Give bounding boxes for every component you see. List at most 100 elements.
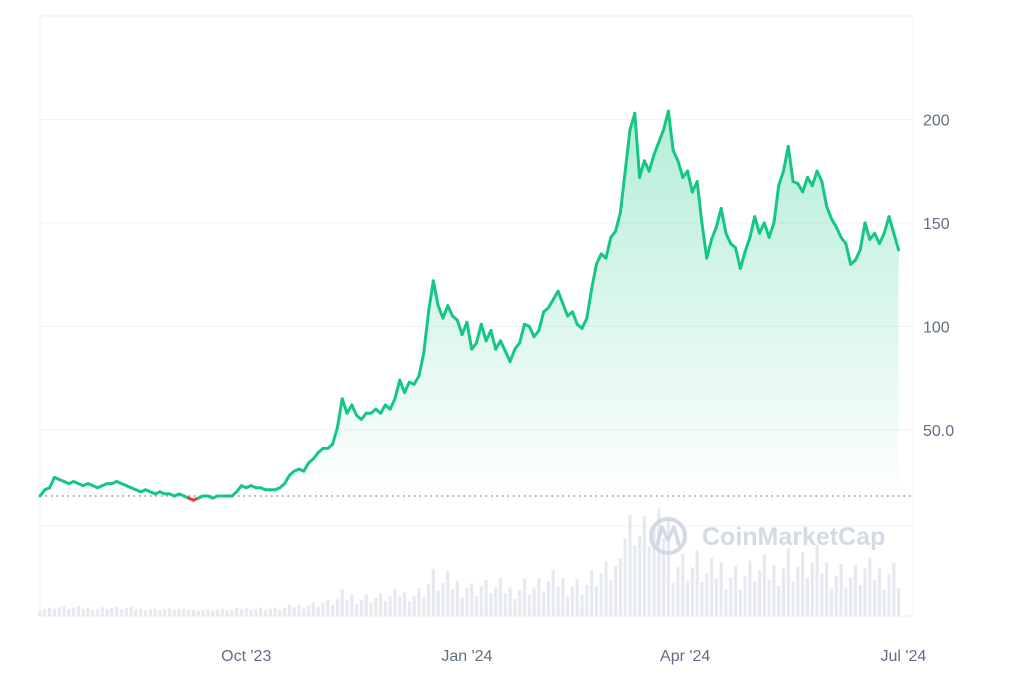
volume-bar bbox=[709, 557, 714, 616]
volume-bar bbox=[335, 599, 339, 616]
volume-bar bbox=[316, 606, 320, 616]
volume-bar bbox=[489, 593, 493, 616]
price-line-segment bbox=[455, 318, 464, 337]
volume-bar bbox=[369, 602, 373, 616]
volume-bar bbox=[681, 553, 685, 616]
price-line-segment bbox=[657, 128, 666, 144]
volume-bar bbox=[474, 596, 479, 616]
volume-bar bbox=[388, 596, 392, 616]
price-line-segment bbox=[676, 159, 685, 179]
volume-bar bbox=[345, 600, 349, 616]
price-line-segment bbox=[302, 461, 311, 473]
volume-bar bbox=[196, 610, 200, 616]
volume-bar bbox=[767, 580, 771, 616]
volume-bar bbox=[302, 608, 306, 616]
volume-bar bbox=[426, 584, 431, 616]
volume-bar bbox=[292, 607, 296, 616]
price-line-segment bbox=[422, 310, 431, 355]
price-line-segment bbox=[834, 225, 843, 239]
price-line-segment bbox=[844, 242, 853, 266]
volume-bar bbox=[695, 550, 699, 616]
volume-bar bbox=[671, 583, 675, 616]
price-line-segment bbox=[700, 221, 709, 260]
volume-bar bbox=[858, 584, 862, 616]
volume-bar bbox=[882, 589, 886, 616]
volume-bar bbox=[402, 592, 407, 616]
volume-bar bbox=[191, 609, 196, 616]
price-line-segment bbox=[556, 289, 565, 306]
volume-bar bbox=[455, 580, 459, 616]
volume-bar bbox=[364, 594, 368, 616]
volume-bar bbox=[201, 609, 205, 616]
volume-bar bbox=[834, 575, 838, 616]
volume-bar bbox=[542, 591, 546, 616]
volume-bar bbox=[225, 610, 229, 616]
price-line-segment bbox=[537, 310, 546, 332]
volume-bars bbox=[38, 508, 901, 616]
price-line-segment bbox=[638, 159, 646, 179]
volume-bar bbox=[187, 610, 191, 616]
price-line-segment bbox=[853, 248, 862, 262]
volume-bar bbox=[268, 608, 272, 616]
price-line-segment bbox=[882, 215, 891, 235]
volume-bar bbox=[115, 606, 119, 616]
volume-bar bbox=[119, 609, 124, 616]
price-line-segment bbox=[762, 221, 771, 239]
volume-bar bbox=[609, 580, 613, 616]
volume-bar bbox=[244, 607, 248, 616]
volume-bar bbox=[566, 596, 570, 616]
volume-bar bbox=[522, 579, 527, 616]
volume-bar bbox=[484, 579, 488, 616]
volume-bar bbox=[148, 609, 152, 616]
volume-bar bbox=[777, 585, 781, 616]
price-line-segment bbox=[446, 304, 455, 318]
volume-bar bbox=[887, 574, 891, 616]
volume-bar bbox=[738, 589, 742, 616]
volume-bar bbox=[340, 589, 344, 616]
volume-bar bbox=[786, 548, 790, 616]
volume-bar bbox=[594, 586, 599, 616]
price-line-segment bbox=[570, 310, 579, 326]
price-line-segment bbox=[863, 221, 872, 241]
price-line-segment bbox=[671, 148, 680, 163]
price-line-segment bbox=[393, 378, 402, 401]
x-tick-label: Jul '24 bbox=[881, 648, 927, 665]
x-tick-label: Oct '23 bbox=[221, 648, 271, 665]
price-line-segment bbox=[546, 297, 555, 310]
volume-bar bbox=[724, 589, 728, 616]
volume-bar bbox=[67, 609, 71, 616]
volume-bar bbox=[585, 584, 589, 616]
volume-bar bbox=[158, 610, 162, 616]
volume-bar bbox=[412, 595, 416, 616]
volume-bar bbox=[801, 552, 805, 616]
volume-bar bbox=[508, 587, 512, 616]
price-line-segment bbox=[887, 215, 896, 235]
watermark: CoinMarketCap bbox=[649, 517, 885, 555]
volume-bar bbox=[378, 593, 383, 616]
volume-bar bbox=[561, 577, 565, 616]
price-line-segment bbox=[877, 231, 886, 246]
price-line[interactable] bbox=[38, 109, 901, 502]
price-line-segment bbox=[335, 397, 344, 430]
volume-bar bbox=[666, 516, 670, 616]
volume-bar bbox=[719, 562, 723, 616]
volume-bar bbox=[494, 587, 498, 616]
volume-bar bbox=[259, 607, 263, 616]
volume-bar bbox=[163, 609, 167, 616]
volume-bar bbox=[513, 598, 517, 616]
volume-bar bbox=[829, 588, 834, 616]
price-line-segment bbox=[379, 403, 387, 415]
volume-bar bbox=[220, 608, 224, 616]
volume-bar bbox=[733, 565, 738, 616]
price-line-segment bbox=[594, 252, 603, 266]
volume-bar bbox=[868, 557, 872, 616]
volume-bar bbox=[628, 515, 632, 616]
coinmarketcap-logo-icon bbox=[649, 517, 687, 555]
volume-bar bbox=[844, 587, 848, 616]
y-tick-label: 50.0 bbox=[923, 423, 954, 440]
price-line-segment bbox=[858, 221, 867, 252]
price-line-segment bbox=[590, 262, 598, 291]
volume-bar bbox=[748, 560, 752, 616]
volume-bar bbox=[791, 581, 795, 616]
